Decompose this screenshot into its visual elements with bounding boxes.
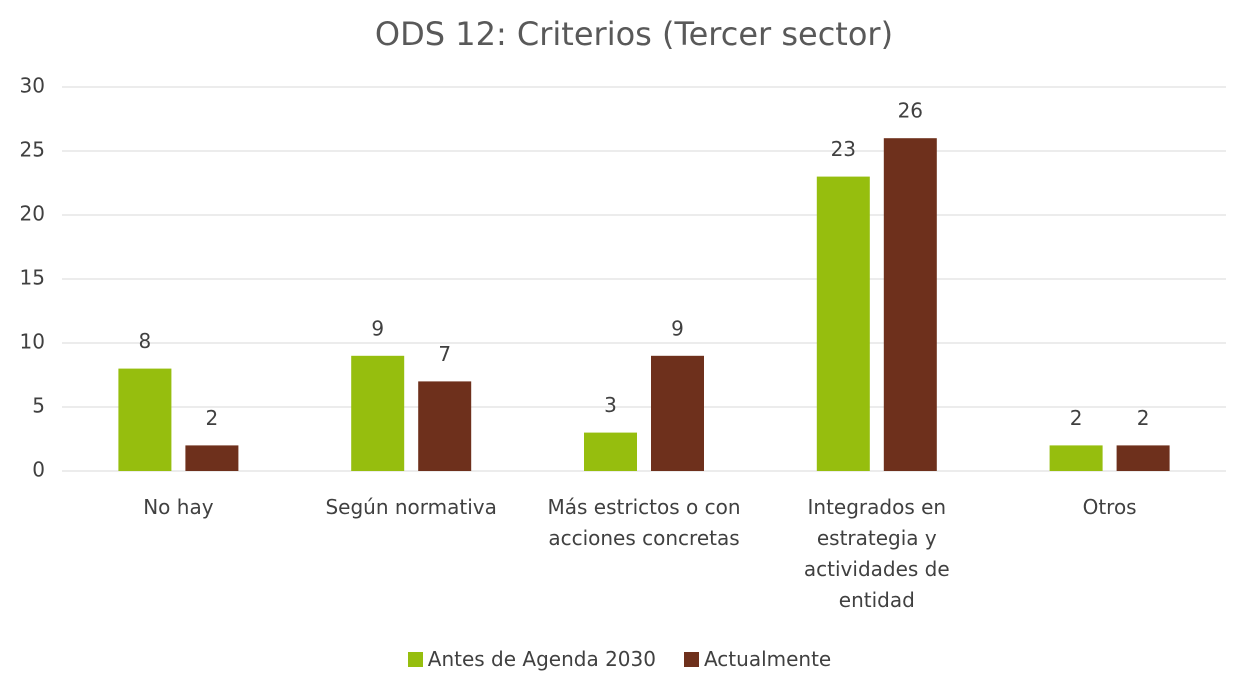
bar: [1116, 445, 1170, 471]
y-tick-label: 25: [20, 138, 45, 162]
legend-swatch: [683, 652, 699, 667]
y-tick-label: 20: [20, 202, 45, 226]
legend-item: Antes de Agenda 2030: [407, 647, 656, 671]
x-tick-label: Integrados en estrategia y actividades d…: [803, 495, 950, 612]
y-tick-label: 0: [32, 458, 45, 482]
x-tick-label: Según normativa: [325, 495, 497, 519]
legend: Antes de Agenda 2030 Actualmente: [0, 647, 1239, 671]
y-tick-label: 5: [32, 394, 45, 418]
bar: [816, 176, 870, 471]
data-label: 9: [671, 316, 684, 340]
data-label: 2: [1137, 406, 1150, 430]
chart-title: ODS 12: Criterios (Tercer sector): [375, 15, 893, 53]
legend-item: Actualmente: [683, 647, 832, 671]
bar: [584, 432, 637, 471]
data-label: 7: [438, 342, 451, 366]
bar: [185, 445, 239, 471]
bar: [651, 355, 704, 471]
y-tick-label: 15: [20, 266, 45, 290]
data-label: 2: [1070, 406, 1083, 430]
data-label: 3: [604, 393, 617, 417]
y-tick-label: 10: [20, 330, 45, 354]
data-label: 23: [831, 137, 856, 161]
bar: [351, 355, 405, 471]
legend-swatch: [407, 652, 423, 667]
data-label: 2: [206, 406, 219, 430]
bar: [883, 138, 937, 471]
data-label: 9: [371, 316, 384, 340]
x-tick-label: No hay: [143, 495, 214, 519]
bar: [118, 368, 172, 471]
x-tick-label: Otros: [1082, 495, 1137, 519]
data-label: 26: [898, 99, 923, 123]
legend-label: Antes de Agenda 2030: [427, 647, 656, 671]
x-tick-label: Más estrictos o con acciones concretas: [547, 495, 741, 550]
bar: [1049, 445, 1103, 471]
bar: [418, 381, 472, 471]
legend-label: Actualmente: [703, 647, 832, 671]
y-tick-label: 30: [20, 74, 45, 98]
data-label: 8: [139, 329, 152, 353]
